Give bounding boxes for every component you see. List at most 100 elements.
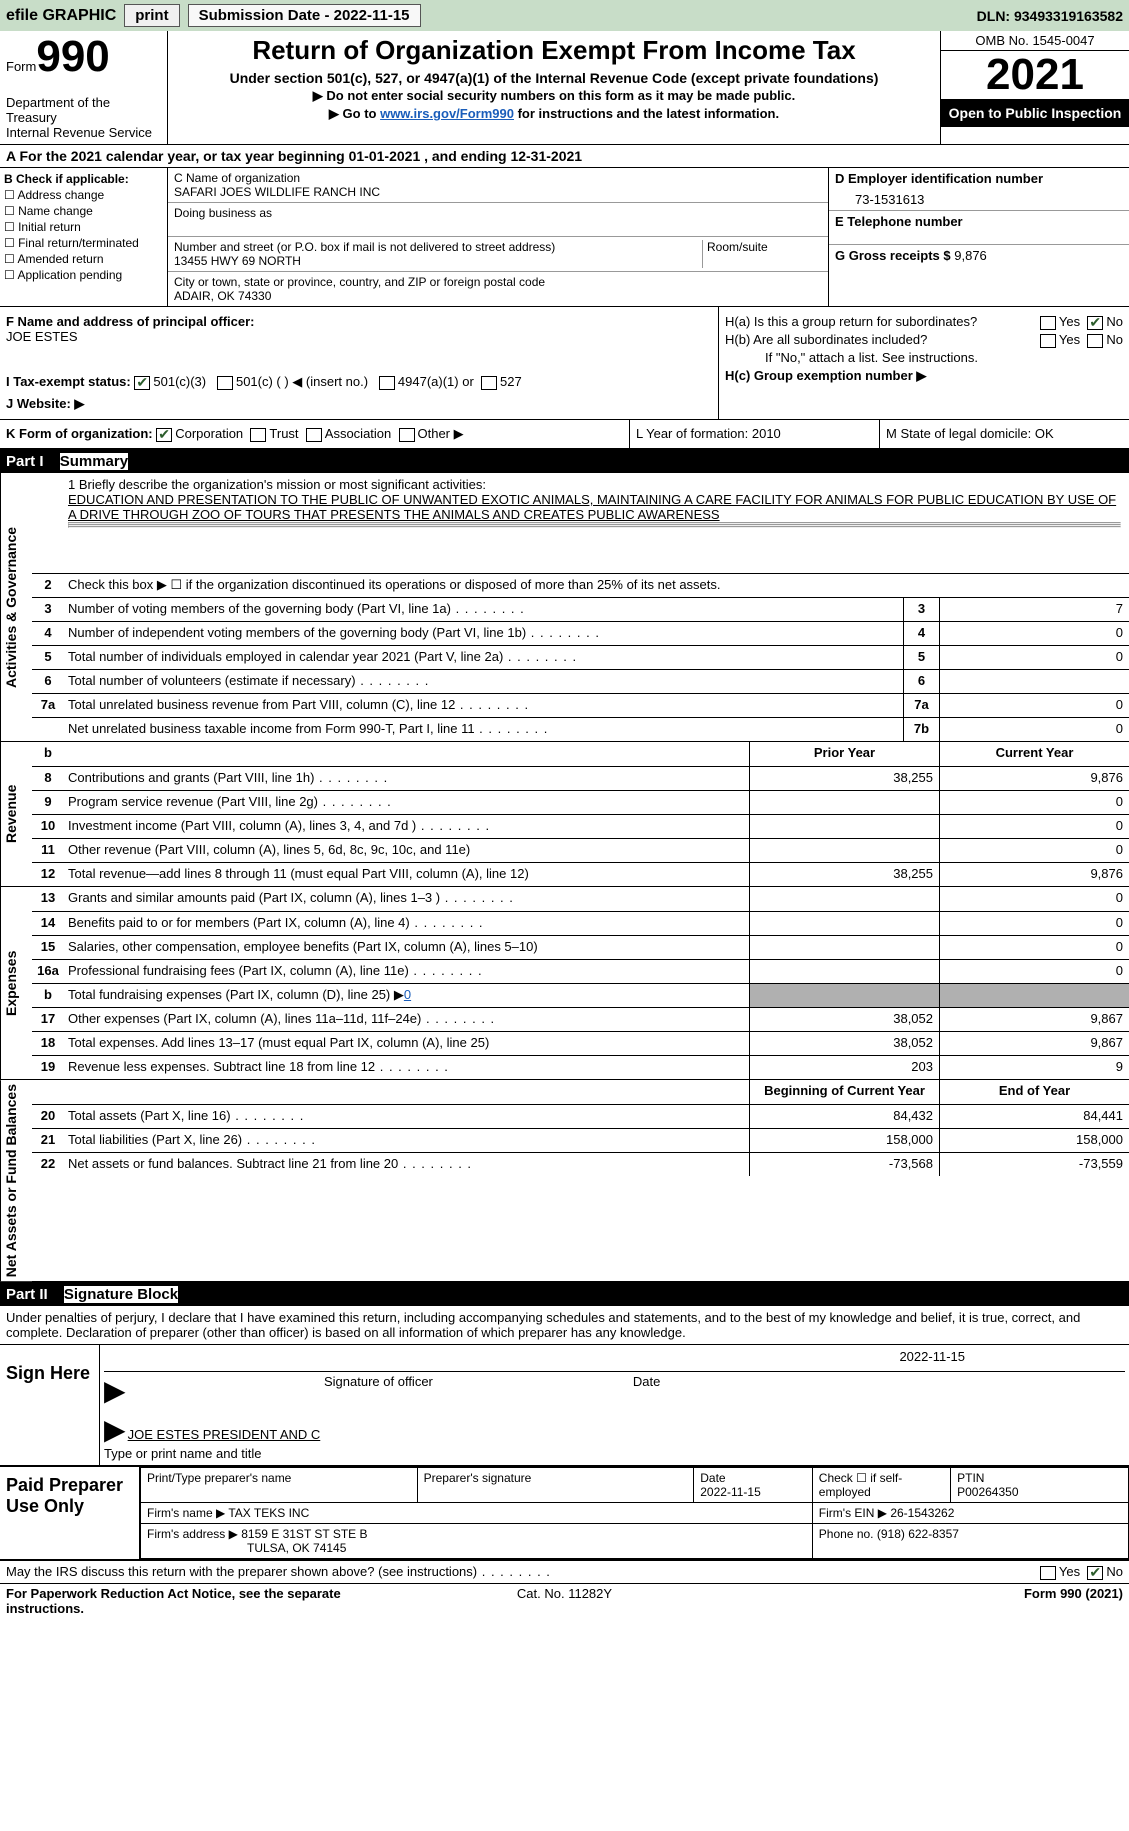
- l-year: L Year of formation: 2010: [629, 420, 879, 448]
- l16bn: b: [32, 984, 64, 1007]
- goto-post: for instructions and the latest informat…: [514, 106, 779, 121]
- i-o2: 501(c) ( ) ◀ (insert no.): [236, 374, 368, 389]
- l4-v: 0: [939, 622, 1129, 645]
- l8c: 9,876: [939, 767, 1129, 790]
- irs-link[interactable]: www.irs.gov/Form990: [380, 106, 514, 121]
- pointer-icon-2: ▶: [104, 1413, 124, 1446]
- footer: For Paperwork Reduction Act Notice, see …: [0, 1584, 1129, 1618]
- row-a: A For the 2021 calendar year, or tax yea…: [0, 145, 1129, 168]
- cb-final-return[interactable]: ☐ Final return/terminated: [4, 236, 163, 250]
- l20n: 20: [32, 1105, 64, 1128]
- cb-501c[interactable]: [217, 376, 233, 390]
- l16bt: Total fundraising expenses (Part IX, col…: [64, 984, 749, 1007]
- box-b: B Check if applicable: ☐ Address change …: [0, 168, 168, 306]
- cb-other[interactable]: [399, 428, 415, 442]
- line-7b-t: Net unrelated business taxable income fr…: [64, 718, 903, 741]
- mission-block: 1 Briefly describe the organization's mi…: [32, 473, 1129, 573]
- cb-trust[interactable]: [250, 428, 266, 442]
- l13n: 13: [32, 887, 64, 911]
- l14t: Benefits paid to or for members (Part IX…: [64, 912, 749, 935]
- penalty-text: Under penalties of perjury, I declare th…: [0, 1306, 1129, 1345]
- l21t: Total liabilities (Part X, line 26): [64, 1129, 749, 1152]
- l7a-v: 0: [939, 694, 1129, 717]
- cb-initial-return[interactable]: ☐ Initial return: [4, 220, 163, 234]
- form-note-2: ▶ Go to www.irs.gov/Form990 for instruct…: [176, 106, 932, 122]
- efile-label: efile GRAPHIC: [6, 7, 116, 25]
- ptin-lbl: PTIN: [957, 1471, 984, 1485]
- ein-lbl: D Employer identification number: [835, 171, 1043, 186]
- l11n: 11: [32, 839, 64, 862]
- cb-527[interactable]: [481, 376, 497, 390]
- form-subtitle: Under section 501(c), 527, or 4947(a)(1)…: [176, 70, 932, 86]
- firm-lbl: Firm's name ▶: [147, 1506, 225, 1520]
- cb-assoc[interactable]: [306, 428, 322, 442]
- k-corp: Corporation: [175, 426, 243, 441]
- l9p: [749, 791, 939, 814]
- cb-amended-return[interactable]: ☐ Amended return: [4, 252, 163, 266]
- cb-name-change[interactable]: ☐ Name change: [4, 204, 163, 218]
- l17p: 38,052: [749, 1008, 939, 1031]
- firm-val: TAX TEKS INC: [228, 1506, 309, 1520]
- top-bar: efile GRAPHIC print Submission Date - 20…: [0, 0, 1129, 31]
- hb-yes[interactable]: [1040, 334, 1056, 348]
- l8t: Contributions and grants (Part VIII, lin…: [64, 767, 749, 790]
- form-label: Form: [6, 59, 36, 74]
- may-no-lbl: No: [1106, 1564, 1123, 1579]
- col-end: End of Year: [939, 1080, 1129, 1104]
- l6-n: 6: [903, 670, 939, 693]
- ha-no[interactable]: [1087, 316, 1103, 330]
- hb-lbl: H(b) Are all subordinates included?: [725, 332, 927, 347]
- ftr-r: Form 990 (2021): [751, 1586, 1123, 1616]
- ha-yes[interactable]: [1040, 316, 1056, 330]
- l16b-txt: Total fundraising expenses (Part IX, col…: [68, 987, 404, 1002]
- b-label: B Check if applicable:: [4, 172, 129, 186]
- ha-lbl: H(a) Is this a group return for subordin…: [725, 314, 977, 329]
- line-2: Check this box ▶ ☐ if the organization d…: [64, 574, 1129, 597]
- l7b-n: 7b: [903, 718, 939, 741]
- cb-corp[interactable]: [156, 428, 172, 442]
- omb-block: OMB No. 1545-0047 2021 Open to Public In…: [941, 31, 1129, 144]
- may-yes[interactable]: [1040, 1566, 1056, 1580]
- hb-no[interactable]: [1087, 334, 1103, 348]
- cb-501c3[interactable]: [134, 376, 150, 390]
- l16b-link[interactable]: 0: [404, 987, 411, 1002]
- opt0: Address change: [17, 188, 104, 202]
- l10c: 0: [939, 815, 1129, 838]
- parti-title: Summary: [60, 453, 128, 470]
- partii-num: Part II: [6, 1286, 48, 1303]
- print-button[interactable]: print: [124, 4, 179, 27]
- f-lbl: F Name and address of principal officer:: [6, 314, 255, 329]
- l20p: 84,432: [749, 1105, 939, 1128]
- l17t: Other expenses (Part IX, column (A), lin…: [64, 1008, 749, 1031]
- l22t: Net assets or fund balances. Subtract li…: [64, 1153, 749, 1176]
- l12n: 12: [32, 863, 64, 886]
- k-trust: Trust: [269, 426, 298, 441]
- vtab-rev: Revenue: [0, 742, 32, 886]
- l14p: [749, 912, 939, 935]
- l3-n: 3: [903, 598, 939, 621]
- cb-address-change[interactable]: ☐ Address change: [4, 188, 163, 202]
- prep-sig-lbl: Preparer's signature: [417, 1468, 694, 1503]
- l12c: 9,876: [939, 863, 1129, 886]
- pointer-icon: ▶: [104, 1374, 124, 1407]
- gross-lbl: G Gross receipts $: [835, 248, 951, 263]
- l22p: -73,568: [749, 1153, 939, 1176]
- fij-left: F Name and address of principal officer:…: [0, 307, 719, 419]
- may-no[interactable]: [1087, 1566, 1103, 1580]
- org-name: SAFARI JOES WILDLIFE RANCH INC: [174, 185, 822, 199]
- addr1: 8159 E 31ST ST STE B: [241, 1527, 367, 1541]
- l7a-n: 7a: [903, 694, 939, 717]
- cb-4947[interactable]: [379, 376, 395, 390]
- yes1: Yes: [1059, 314, 1080, 329]
- dln-value: 93493319163582: [1014, 8, 1123, 24]
- may-text: May the IRS discuss this return with the…: [6, 1564, 1040, 1580]
- yes2: Yes: [1059, 332, 1080, 347]
- i-o1: 501(c)(3): [153, 374, 206, 389]
- l20t: Total assets (Part X, line 16): [64, 1105, 749, 1128]
- l16bc: [939, 984, 1129, 1007]
- prep-lbl: Paid Preparer Use Only: [0, 1467, 140, 1559]
- l18p: 38,052: [749, 1032, 939, 1055]
- l18t: Total expenses. Add lines 13–17 (must eq…: [64, 1032, 749, 1055]
- ha: H(a) Is this a group return for subordin…: [725, 314, 1123, 329]
- cb-application-pending[interactable]: ☐ Application pending: [4, 268, 163, 282]
